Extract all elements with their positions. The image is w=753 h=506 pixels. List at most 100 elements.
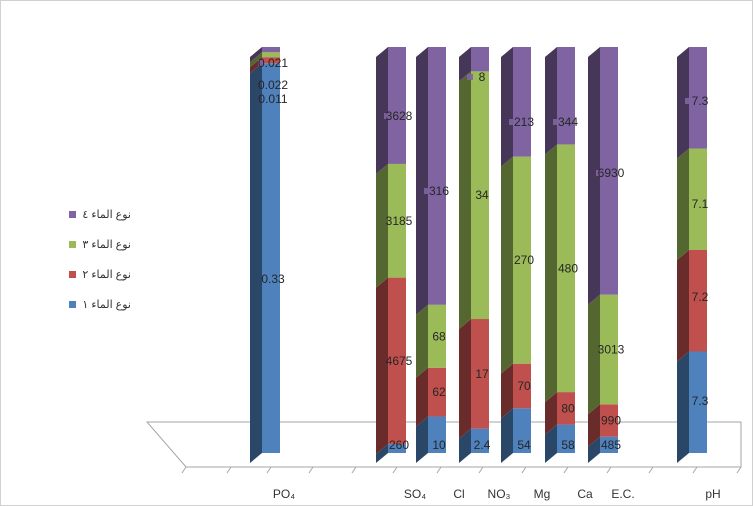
data-label: 6930 <box>598 166 625 180</box>
category-label: Ca <box>577 487 593 501</box>
data-label: 7.2 <box>692 290 709 304</box>
bar-stack: 10 62 68 316 <box>416 47 449 463</box>
bar-segment <box>513 408 531 453</box>
bar-segment-side <box>459 319 471 439</box>
legend-label: نوع الماء ٢ <box>82 268 131 281</box>
bar-segment <box>388 277 406 445</box>
floor-tick <box>181 466 187 474</box>
bar-segment-side <box>250 63 262 464</box>
bar-segment <box>471 428 489 453</box>
category-label: NO₃ <box>488 487 511 501</box>
bar-segment <box>557 47 575 145</box>
bar-segment <box>689 47 707 149</box>
data-label: 70 <box>517 379 531 393</box>
bar-segment-side <box>416 367 428 427</box>
bar-segment-side <box>416 47 428 315</box>
bar-segment <box>428 304 446 368</box>
data-label: 270 <box>514 253 534 267</box>
bar-stack: 54 70 270 213 <box>501 47 534 463</box>
legend-swatch <box>69 300 77 308</box>
floor-tick <box>606 466 612 474</box>
data-label: 2.4 <box>474 438 491 452</box>
data-label: 80 <box>561 401 575 415</box>
data-label: 3628 <box>386 109 413 123</box>
floor-tick <box>436 466 442 474</box>
data-label: 260 <box>389 438 409 452</box>
bar-segment-side <box>677 250 689 362</box>
data-label: 0.33 <box>261 272 285 286</box>
bar-segment-side <box>459 47 471 82</box>
data-label: 7.3 <box>692 394 709 408</box>
legend-label: نوع الماء ١ <box>82 298 131 311</box>
data-label: 54 <box>517 438 531 452</box>
bar-stack: 7.3 7.2 7.1 7.3 <box>677 47 709 463</box>
data-label: 3013 <box>598 342 625 356</box>
bar-segment-side <box>588 436 600 463</box>
bar-segment-side <box>376 277 388 455</box>
bar-segment <box>388 444 406 453</box>
bar-segment-side <box>501 408 513 463</box>
bar-segment-side <box>677 47 689 159</box>
bar-segment <box>557 144 575 393</box>
data-label: 10 <box>432 438 446 452</box>
legend-item: نوع الماء ١ <box>21 289 131 319</box>
bar-segment <box>600 404 618 437</box>
bar-segment <box>428 416 446 453</box>
bar-segment-side <box>376 47 388 174</box>
bar-segment <box>513 47 531 157</box>
bar-segment <box>471 319 489 429</box>
data-label: 3185 <box>386 214 413 228</box>
label-marker <box>509 119 515 125</box>
floor-tick <box>351 466 357 474</box>
bar-segment-side <box>588 294 600 415</box>
data-label: 316 <box>429 184 449 198</box>
floor-tick <box>521 466 527 474</box>
bar-segment <box>689 351 707 453</box>
label-marker <box>596 170 602 176</box>
bar-segment-side <box>501 156 513 374</box>
bar-segment <box>262 52 280 58</box>
legend-swatch <box>69 210 77 218</box>
bar-segment-side <box>250 52 262 68</box>
category-label: E.C. <box>611 487 634 501</box>
category-label: Cl <box>453 487 464 501</box>
floor-tick <box>392 466 398 474</box>
legend-label: نوع الماء ٤ <box>82 208 131 221</box>
bar-segment <box>428 47 446 305</box>
floor-tick <box>226 466 232 474</box>
floor-tick <box>692 466 698 474</box>
label-marker <box>553 119 559 125</box>
bar-stack: 485 990 3013 6930 <box>588 47 625 463</box>
floor-tick <box>308 466 314 474</box>
data-label: 68 <box>432 329 446 343</box>
bar-segment-side <box>501 47 513 167</box>
bar-segment <box>557 392 575 425</box>
bar-stack: 2.4 17 34 8 <box>459 47 491 463</box>
bar-segment-side <box>250 47 262 63</box>
legend-label: نوع الماء ٣ <box>82 238 131 251</box>
data-label: 0.011 <box>258 92 287 106</box>
bar-segment-side <box>588 404 600 447</box>
bar-segment <box>388 163 406 278</box>
bar-segment-side <box>459 71 471 330</box>
data-label: 344 <box>558 115 578 129</box>
bar-segment-side <box>677 148 689 260</box>
bar-segment-side <box>588 47 600 305</box>
label-marker <box>258 60 264 66</box>
bar-segment-side <box>545 47 557 155</box>
category-label: PO₄ <box>273 487 295 501</box>
category-labels: PO₄ SO₄ Cl NO₃ Mg Ca E.C. pH <box>273 487 721 501</box>
bar-stack: 58 80 480 344 <box>545 47 578 463</box>
legend: نوع الماء ٤ نوع الماء ٣ نوع الماء ٢ نوع الم… <box>21 199 131 319</box>
bar-segment-side <box>376 444 388 463</box>
bar-segment <box>262 63 280 454</box>
floor-tick <box>648 466 654 474</box>
floor-tick <box>736 466 742 474</box>
bar-segment-side <box>376 163 388 288</box>
bar-segment <box>689 250 707 352</box>
bar-segment <box>428 367 446 417</box>
